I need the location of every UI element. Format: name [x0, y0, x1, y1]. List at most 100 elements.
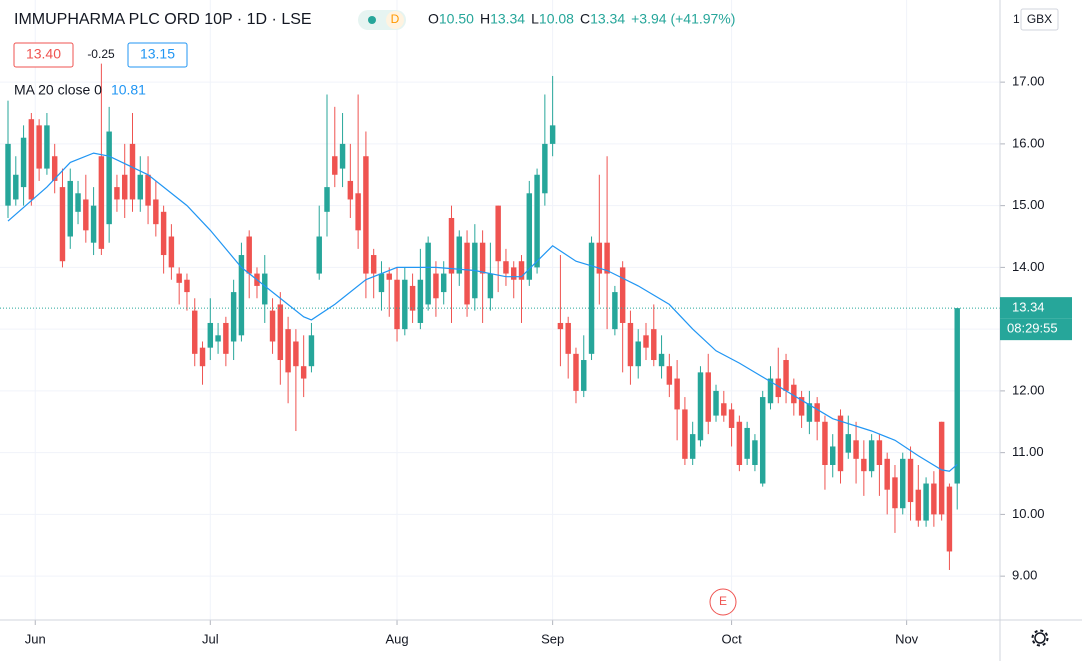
candle-body	[689, 434, 696, 459]
candle-body	[822, 421, 828, 465]
candle-body	[121, 174, 128, 200]
candle-body	[643, 335, 649, 348]
y-tick-label: 15.00	[1012, 197, 1045, 212]
settings-icon[interactable]	[1031, 629, 1049, 647]
candle-body	[923, 483, 929, 521]
candle-body	[588, 242, 595, 354]
candle-body	[783, 360, 789, 391]
ohlc-value: 10.08	[539, 11, 574, 27]
candle-body	[293, 341, 299, 367]
chart-title: IMMUPHARMA PLC ORD 10P · 1D · LSE	[14, 11, 312, 28]
candle-body	[59, 187, 66, 262]
candle-body	[285, 329, 291, 373]
candle-body	[98, 156, 105, 249]
x-tick-label: Jul	[202, 631, 219, 646]
candle-body	[386, 273, 392, 280]
candle-body	[487, 273, 494, 299]
candle-body	[90, 205, 97, 243]
candle-body	[160, 211, 167, 256]
candle-body	[705, 372, 711, 422]
ask-value: 13.15	[140, 46, 175, 62]
ohlc-value: 10.50	[439, 11, 474, 27]
ohlc-value: 13.34	[490, 11, 525, 27]
candle-body	[682, 409, 688, 459]
candle-body	[814, 403, 820, 422]
candle-body	[938, 421, 945, 515]
candle-body	[176, 273, 182, 283]
candle-body	[262, 273, 268, 305]
candle-body	[238, 255, 245, 336]
candle-body	[791, 384, 797, 404]
candle-body	[721, 403, 727, 416]
candle-body	[363, 156, 369, 274]
interval-badge-bg	[386, 11, 404, 29]
candle-body	[892, 477, 898, 509]
candle-body	[20, 137, 27, 188]
moving-average-line	[7, 152, 958, 472]
candle-body	[674, 378, 680, 410]
candle-body	[565, 322, 571, 354]
candle-body	[425, 242, 431, 305]
candle-body	[456, 236, 462, 274]
gear-ring	[1034, 632, 1046, 644]
candle-body	[129, 143, 136, 200]
x-tick-label: Jun	[25, 631, 46, 646]
candle-body	[884, 458, 890, 490]
candle-body	[658, 353, 665, 367]
candle-body	[511, 267, 517, 280]
candle-body	[51, 156, 58, 181]
plot-area	[0, 63, 1000, 570]
status-dot	[368, 16, 376, 24]
y-tick-label: 12.00	[1012, 382, 1045, 397]
candle-body	[44, 125, 50, 169]
candle-body	[635, 341, 641, 367]
candle-body	[479, 242, 486, 274]
candle-body	[526, 193, 533, 280]
x-tick-label: Nov	[895, 631, 919, 646]
ohlc-key: C	[580, 11, 590, 27]
candle-body	[440, 273, 447, 293]
candle-body	[907, 458, 914, 503]
candle-body	[402, 279, 408, 330]
currency-box[interactable]	[1020, 8, 1059, 31]
last-price-label: 13.34	[1012, 300, 1045, 315]
candle-body	[13, 174, 19, 200]
y-tick-label: 11.00	[1012, 444, 1044, 459]
candle-body	[5, 143, 11, 206]
y-tick-label: 14.00	[1012, 259, 1045, 274]
x-tick-label: Aug	[385, 631, 408, 646]
candle-body	[596, 242, 603, 274]
bid-box[interactable]	[13, 42, 74, 68]
candle-body	[697, 372, 704, 441]
candle-body	[339, 143, 346, 169]
candle-body	[230, 292, 237, 342]
ask-box[interactable]	[127, 42, 188, 68]
candle-body	[332, 156, 338, 175]
currency-label: GBX	[1027, 12, 1052, 26]
candle-body	[36, 125, 42, 169]
candle-body	[518, 261, 525, 280]
candle-body	[215, 335, 221, 342]
candle-body	[503, 261, 509, 274]
gear-teeth	[1031, 629, 1049, 647]
candle-body	[549, 125, 556, 144]
candle-body	[75, 193, 81, 212]
candle-body	[106, 131, 112, 225]
candle-body	[448, 217, 455, 274]
candle-body	[604, 242, 610, 274]
candle-body	[355, 193, 361, 231]
candle-body	[752, 440, 758, 465]
candle-body	[464, 242, 470, 305]
indicator-name: MA 20 close 0	[14, 82, 102, 98]
candle-body	[168, 236, 175, 268]
candle-body	[199, 347, 206, 367]
candle-body	[534, 174, 540, 268]
earnings-marker[interactable]	[709, 588, 737, 616]
candle-body	[324, 187, 330, 212]
candle-body	[830, 446, 836, 465]
bid-value: 13.40	[26, 46, 61, 62]
y-tick-label: 17.00	[1012, 74, 1045, 89]
candle-body	[347, 180, 354, 200]
ohlc-value: 13.34	[590, 11, 625, 27]
